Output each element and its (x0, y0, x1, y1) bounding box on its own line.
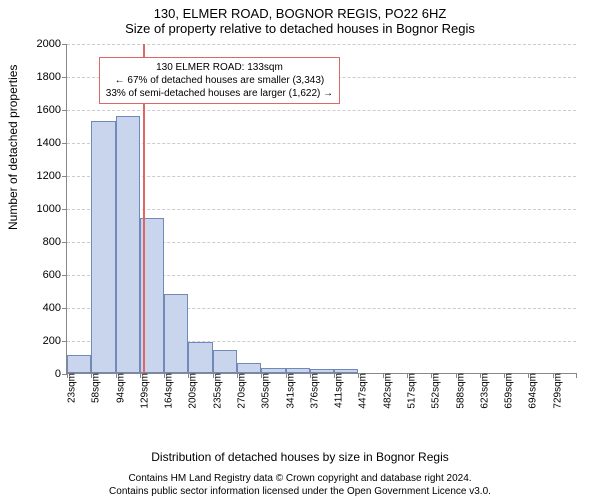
xtick-label: 623sqm (477, 373, 490, 409)
ytick-label: 600 (43, 269, 67, 281)
x-axis-label: Distribution of detached houses by size … (0, 450, 600, 464)
footer-line2: Contains public sector information licen… (0, 485, 600, 498)
histogram-bar (67, 355, 91, 373)
chart-title-line1: 130, ELMER ROAD, BOGNOR REGIS, PO22 6HZ (0, 6, 600, 21)
ytick-label: 1200 (37, 170, 67, 182)
annotation-line1: 130 ELMER ROAD: 133sqm (106, 61, 333, 74)
xtick-label: 482sqm (380, 373, 393, 409)
xtick-label: 447sqm (356, 373, 369, 409)
xtick-label: 164sqm (162, 373, 175, 409)
xtick-label: 23sqm (65, 373, 78, 403)
xtick-label: 694sqm (526, 373, 539, 409)
xtick-label: 94sqm (113, 373, 126, 403)
annotation-line2: ← 67% of detached houses are smaller (3,… (106, 74, 333, 87)
xtick-label: 305sqm (259, 373, 272, 409)
xtick-label: 235sqm (210, 373, 223, 409)
xtick-label: 588sqm (453, 373, 466, 409)
ytick-label: 200 (43, 335, 67, 347)
annotation-line3: 33% of semi-detached houses are larger (… (106, 87, 333, 100)
ytick-label: 1000 (37, 203, 67, 215)
histogram-bar (237, 363, 261, 373)
histogram-bar (213, 350, 237, 373)
y-axis-label: Number of detached properties (6, 65, 20, 230)
xtick-label: 411sqm (332, 373, 345, 408)
footer-line1: Contains HM Land Registry data © Crown c… (0, 472, 600, 485)
ytick-label: 1800 (37, 71, 67, 83)
xtick-label: 517sqm (405, 373, 418, 409)
plot-area: 020040060080010001200140016001800200023s… (66, 44, 576, 374)
ytick-label: 800 (43, 236, 67, 248)
chart-container: 130, ELMER ROAD, BOGNOR REGIS, PO22 6HZ … (0, 0, 600, 500)
histogram-bar (91, 121, 115, 373)
xtick-label: 341sqm (283, 373, 296, 409)
histogram-bar (188, 342, 212, 373)
xtick-label: 376sqm (307, 373, 320, 409)
xtick-label: 552sqm (429, 373, 442, 409)
xtick-label: 200sqm (186, 373, 199, 409)
histogram-bar (116, 116, 140, 373)
chart-titles: 130, ELMER ROAD, BOGNOR REGIS, PO22 6HZ … (0, 0, 600, 36)
histogram-bar (164, 294, 188, 373)
ytick-label: 1400 (37, 137, 67, 149)
xtick-label: 659sqm (502, 373, 515, 409)
annotation-box: 130 ELMER ROAD: 133sqm← 67% of detached … (99, 57, 340, 104)
xtick-label: 129sqm (137, 373, 150, 409)
xtick-mark (576, 373, 577, 378)
xtick-label: 58sqm (89, 373, 102, 403)
ytick-label: 400 (43, 302, 67, 314)
xtick-label: 270sqm (235, 373, 248, 409)
ytick-label: 2000 (37, 38, 67, 50)
chart-footer: Contains HM Land Registry data © Crown c… (0, 472, 600, 498)
chart-title-line2: Size of property relative to detached ho… (0, 21, 600, 36)
xtick-label: 729sqm (550, 373, 563, 409)
ytick-label: 1600 (37, 104, 67, 116)
